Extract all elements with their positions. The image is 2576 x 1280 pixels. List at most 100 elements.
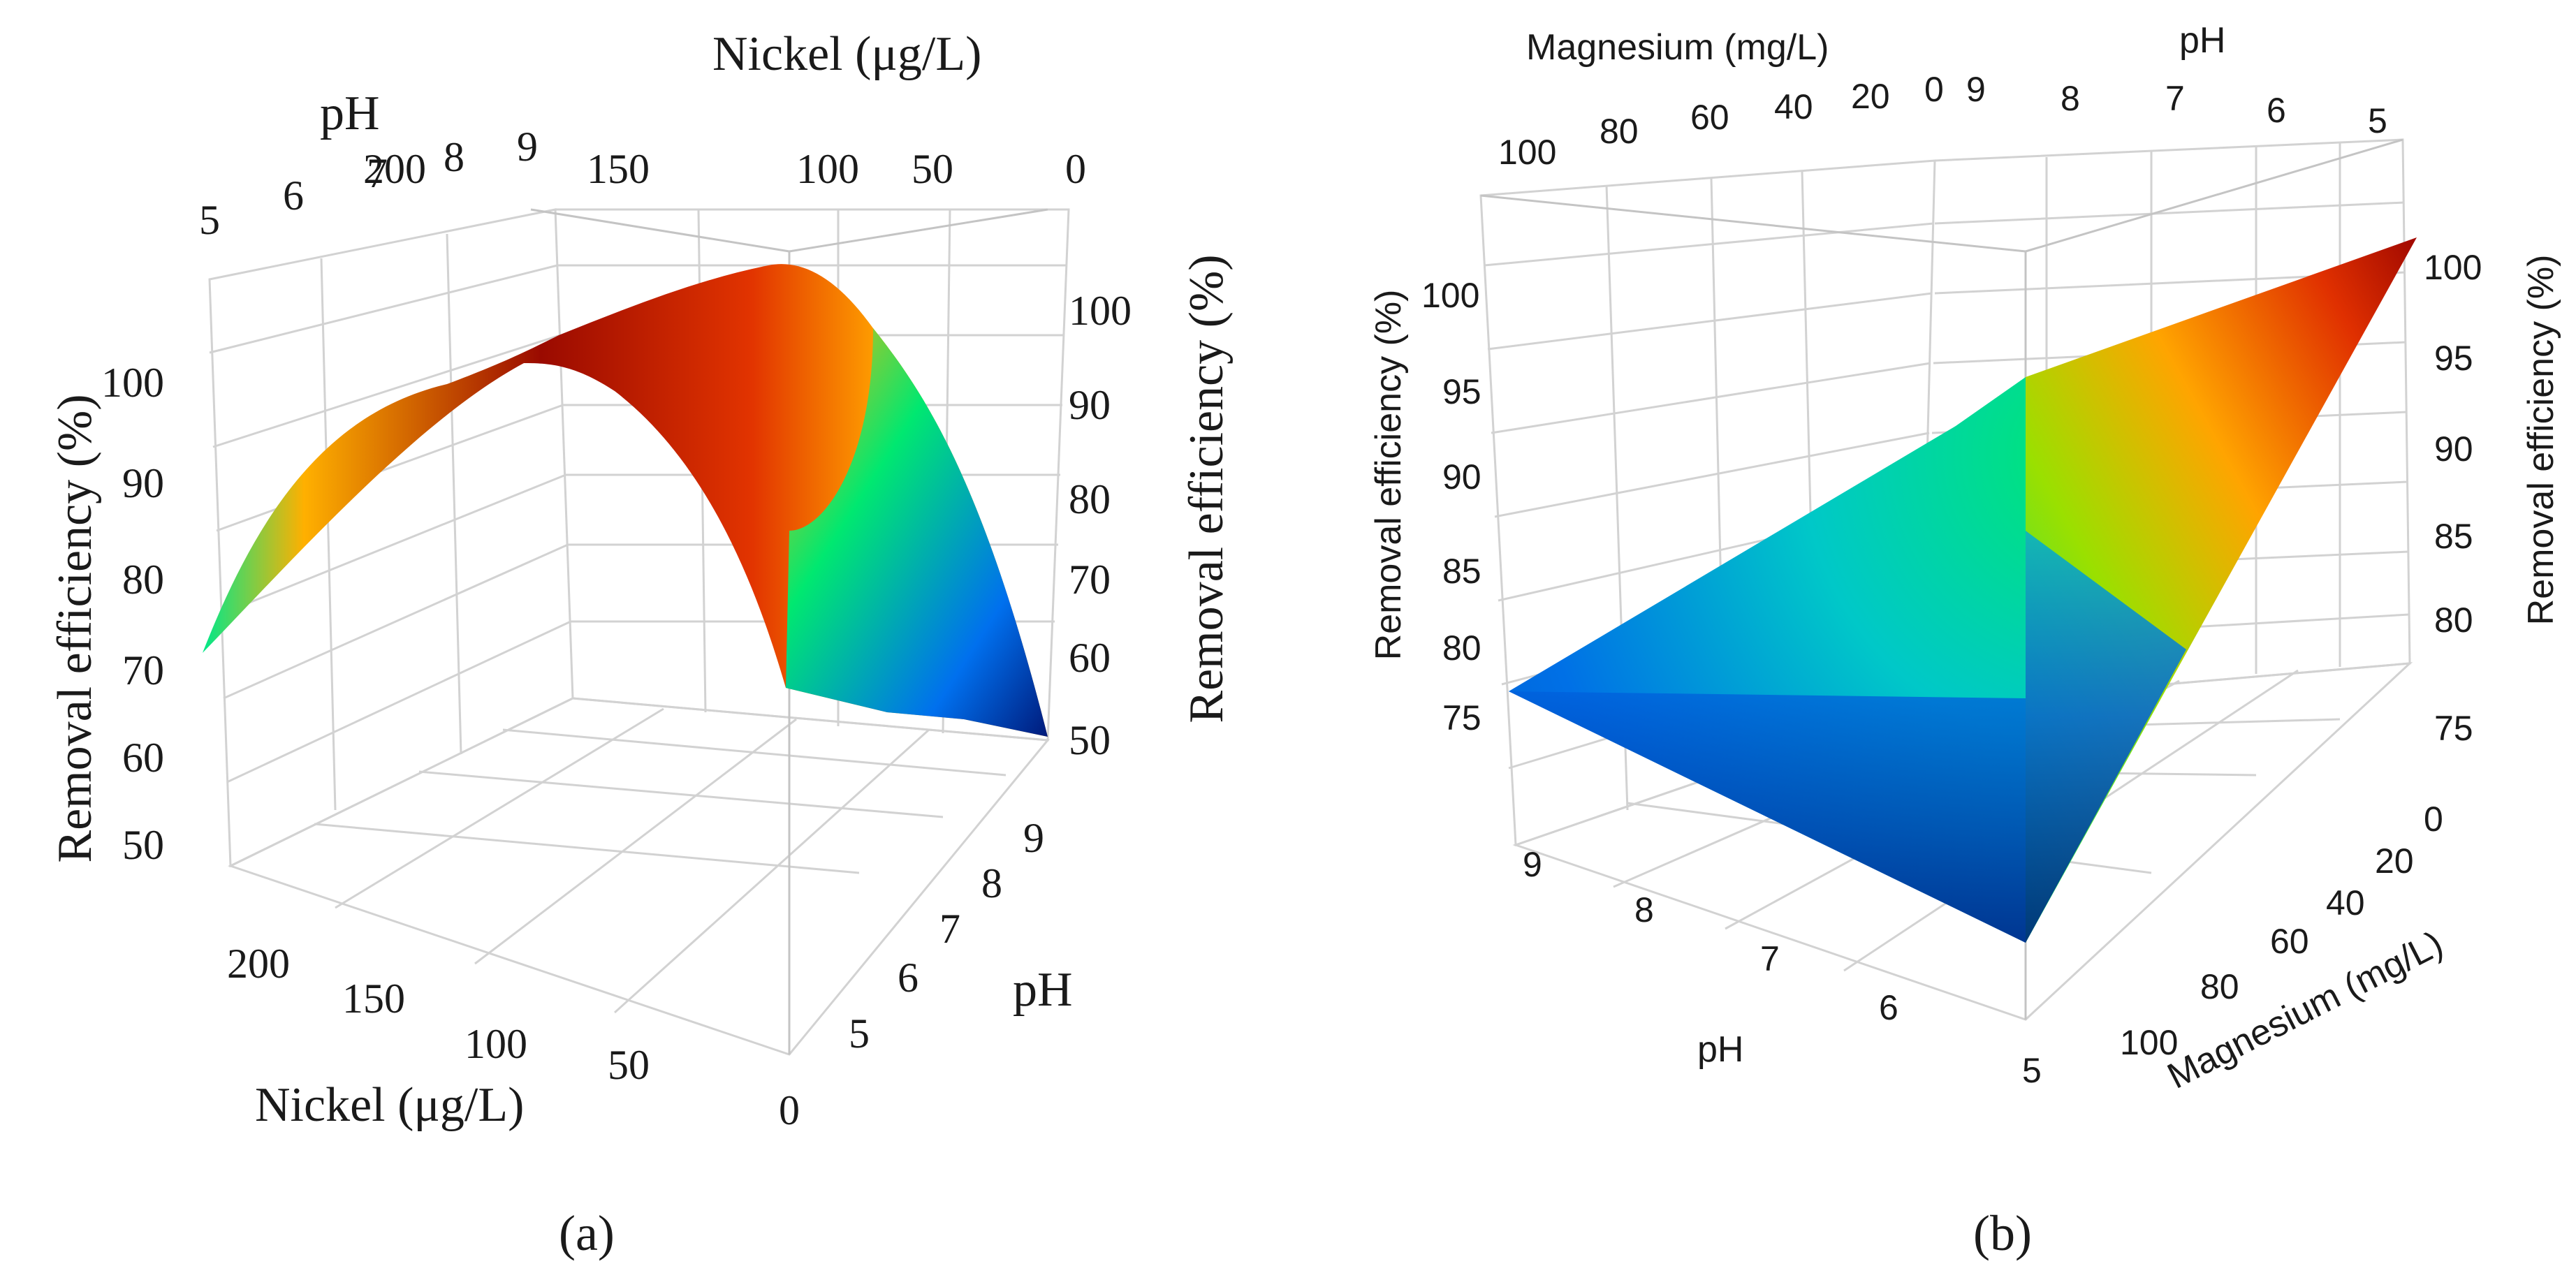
a-ph-right-tick: 6 xyxy=(898,955,919,1001)
b-eff-right-ticks: 75 80 85 90 95 100 xyxy=(2424,248,2482,748)
panel-a-surface xyxy=(203,264,1048,737)
b-eff-right-tick: 95 xyxy=(2434,339,2473,378)
a-eff-left-tick: 80 xyxy=(122,557,164,603)
b-mg-top-label: Magnesium (mg/L) xyxy=(1526,27,1829,68)
a-ph-right-tick: 9 xyxy=(1023,815,1044,861)
a-nickel-bottom-tick: 50 xyxy=(608,1042,650,1088)
a-eff-left-label: Removal efficiency (%) xyxy=(48,394,102,862)
b-ph-top-tick: 6 xyxy=(2267,91,2286,130)
b-mg-top-tick: 0 xyxy=(1924,70,1944,109)
b-mg-right-tick: 60 xyxy=(2270,922,2309,961)
b-ph-bottom-tick: 6 xyxy=(1879,988,1898,1027)
a-ph-right-label: pH xyxy=(1013,963,1073,1017)
surface-b-right-shade xyxy=(2026,531,2186,943)
b-eff-right-tick: 100 xyxy=(2424,248,2482,287)
a-eff-right-tick: 90 xyxy=(1069,382,1111,428)
b-mg-top-tick: 40 xyxy=(1774,87,1813,126)
a-nickel-top-tick: 50 xyxy=(912,146,953,192)
b-ph-bottom-label: pH xyxy=(1697,1029,1743,1070)
b-eff-right-tick: 85 xyxy=(2434,517,2473,556)
b-mg-right-tick: 80 xyxy=(2200,967,2239,1006)
b-ph-top-ticks: 9 8 7 6 5 xyxy=(1966,70,2387,140)
a-nickel-bottom-tick: 150 xyxy=(342,976,405,1022)
b-eff-left-tick: 100 xyxy=(1421,276,1479,315)
b-eff-right-tick: 75 xyxy=(2434,709,2473,748)
a-nickel-bottom-tick: 0 xyxy=(779,1087,800,1133)
b-mg-right-tick: 40 xyxy=(2326,883,2365,922)
b-mg-top-tick: 20 xyxy=(1851,77,1890,116)
b-eff-left-tick: 80 xyxy=(1442,628,1481,668)
a-eff-left-tick: 70 xyxy=(122,647,164,693)
b-ph-top-tick: 9 xyxy=(1966,70,1986,109)
a-ph-top-ticks: 5 6 7 8 9 xyxy=(199,124,538,243)
a-nickel-top-tick: 150 xyxy=(587,146,650,192)
b-eff-right-tick: 90 xyxy=(2434,429,2473,469)
a-eff-right-label: Removal efficiency (%) xyxy=(1180,254,1234,723)
a-ph-right-ticks: 5 6 7 8 9 xyxy=(849,815,1044,1057)
b-panel-label: (b) xyxy=(1973,1205,2032,1261)
b-mg-right-tick: 100 xyxy=(2120,1023,2178,1062)
a-nickel-top-label: Nickel (μg/L) xyxy=(712,27,981,81)
b-mg-top-tick: 80 xyxy=(1600,112,1639,151)
a-ph-top-tick: 5 xyxy=(199,197,220,243)
b-eff-left-ticks: 75 80 85 90 95 100 xyxy=(1421,276,1481,737)
a-nickel-top-tick: 100 xyxy=(796,146,859,192)
a-eff-right-tick: 80 xyxy=(1069,476,1111,522)
b-mg-top-tick: 100 xyxy=(1498,133,1556,172)
b-ph-bottom-tick: 5 xyxy=(2022,1051,2042,1090)
b-mg-right-tick: 0 xyxy=(2424,800,2443,839)
a-ph-top-tick: 9 xyxy=(517,124,538,170)
a-eff-left-tick: 50 xyxy=(122,822,164,868)
b-eff-left-tick: 75 xyxy=(1442,698,1481,737)
b-mg-right-tick: 20 xyxy=(2375,841,2414,881)
b-mg-top-tick: 60 xyxy=(1690,98,1729,137)
panel-a: 200 150 100 50 0 5 6 7 8 9 50 60 70 80 9… xyxy=(48,27,1234,1261)
surface-b-shade xyxy=(1509,691,2026,943)
a-eff-right-ticks: 50 60 70 80 90 100 xyxy=(1069,288,1132,763)
a-ph-top-label: pH xyxy=(320,87,380,140)
b-eff-left-label: Removal efficiency (%) xyxy=(1368,290,1409,661)
surface-a-front-face xyxy=(786,328,1048,737)
a-eff-right-tick: 70 xyxy=(1069,557,1111,603)
b-ph-bottom-tick: 8 xyxy=(1634,890,1654,929)
a-eff-left-tick: 90 xyxy=(122,460,164,506)
b-ph-bottom-ticks: 9 8 7 6 5 xyxy=(1523,845,2042,1090)
a-nickel-bottom-tick: 200 xyxy=(227,941,290,987)
a-ph-right-tick: 8 xyxy=(981,860,1002,906)
a-eff-left-ticks: 50 60 70 80 90 100 xyxy=(101,360,164,868)
b-ph-bottom-tick: 9 xyxy=(1523,845,1542,884)
b-eff-left-tick: 95 xyxy=(1442,372,1481,411)
a-nickel-bottom-label: Nickel (μg/L) xyxy=(255,1078,524,1132)
a-nickel-top-tick: 200 xyxy=(363,146,426,192)
b-ph-bottom-tick: 7 xyxy=(1760,939,1780,978)
a-nickel-bottom-tick: 100 xyxy=(464,1021,527,1067)
a-nickel-top-tick: 0 xyxy=(1065,146,1086,192)
a-ph-right-tick: 7 xyxy=(939,906,960,952)
a-ph-top-tick: 6 xyxy=(283,172,304,219)
panel-b: 100 80 60 40 20 0 9 8 7 6 5 75 80 85 90 … xyxy=(1368,20,2561,1261)
panel-b-surface xyxy=(1509,237,2417,943)
b-ph-top-tick: 8 xyxy=(2061,79,2080,118)
a-panel-label: (a) xyxy=(559,1205,615,1261)
a-eff-right-tick: 60 xyxy=(1069,635,1111,681)
b-ph-top-tick: 7 xyxy=(2165,79,2185,118)
b-mg-top-ticks: 100 80 60 40 20 0 xyxy=(1498,70,1944,172)
a-nickel-bottom-ticks: 200 150 100 50 0 xyxy=(227,941,800,1133)
a-eff-left-tick: 100 xyxy=(101,360,164,406)
a-eff-left-tick: 60 xyxy=(122,735,164,781)
a-eff-right-tick: 50 xyxy=(1069,717,1111,763)
a-ph-top-tick: 7 xyxy=(367,150,388,196)
b-eff-right-tick: 80 xyxy=(2434,601,2473,640)
b-mg-right-ticks: 0 20 40 60 80 100 xyxy=(2120,800,2443,1062)
b-eff-left-tick: 85 xyxy=(1442,552,1481,591)
b-eff-right-label: Removal efficiency (%) xyxy=(2521,255,2561,626)
b-ph-top-tick: 5 xyxy=(2368,101,2387,140)
b-ph-top-label: pH xyxy=(2179,20,2225,61)
a-ph-right-tick: 5 xyxy=(849,1010,870,1057)
a-nickel-top-ticks: 200 150 100 50 0 xyxy=(363,146,1086,192)
surface-b-right-face xyxy=(2026,237,2417,943)
a-eff-right-tick: 100 xyxy=(1069,288,1132,334)
panel-a-grid xyxy=(208,208,1070,1056)
a-ph-top-tick: 8 xyxy=(444,134,464,180)
